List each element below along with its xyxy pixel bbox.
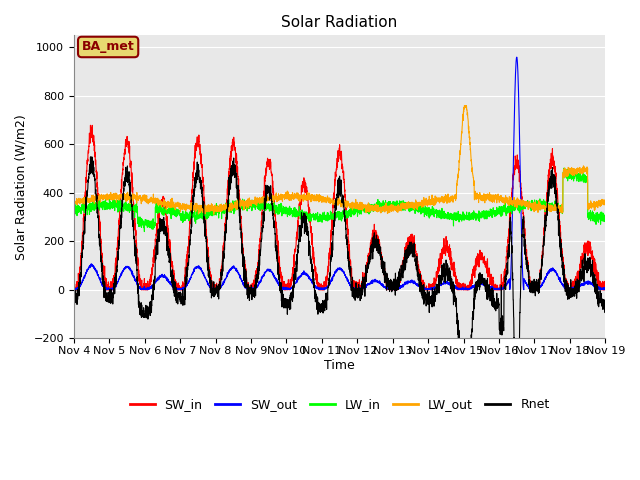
LW_out (392, 204, 399, 209)
SW_out (513, 54, 520, 60)
SW_in (86, 122, 94, 128)
Line: SW_out: SW_out (74, 57, 605, 290)
LW_in (602, 216, 609, 221)
Rnet (184, 260, 191, 265)
LW_out (461, 103, 468, 108)
LW_in (551, 198, 559, 204)
Rnet (461, 400, 468, 406)
LW_in (401, 203, 408, 209)
SW_in (70, 287, 78, 293)
Rnet (392, 292, 399, 298)
LW_out (218, 206, 226, 212)
Rnet (401, 258, 408, 264)
SW_in (184, 244, 192, 250)
Legend: SW_in, SW_out, LW_in, LW_out, Rnet: SW_in, SW_out, LW_in, LW_out, Rnet (125, 393, 554, 416)
LW_out (602, 199, 609, 205)
SW_out (401, 281, 408, 287)
Line: LW_in: LW_in (74, 168, 605, 232)
Rnet (551, 188, 559, 194)
LW_out (210, 211, 218, 217)
Rnet (70, 301, 77, 307)
Line: Rnet: Rnet (74, 157, 605, 403)
LW_out (602, 202, 609, 208)
Y-axis label: Solar Radiation (W/m2): Solar Radiation (W/m2) (15, 114, 28, 260)
LW_in (560, 165, 568, 171)
LW_out (184, 203, 191, 208)
SW_in (70, 285, 77, 291)
Line: SW_in: SW_in (74, 125, 605, 290)
LW_in (602, 214, 609, 220)
Rnet (218, 265, 226, 271)
SW_in (401, 251, 408, 256)
SW_out (392, 287, 399, 292)
Rnet (602, 303, 609, 309)
SW_out (70, 287, 78, 293)
SW_out (551, 268, 559, 274)
LW_in (392, 207, 399, 213)
SW_in (602, 286, 609, 291)
LW_out (551, 202, 559, 207)
SW_out (218, 282, 226, 288)
SW_out (184, 280, 191, 286)
Rnet (602, 300, 609, 305)
Rnet (88, 154, 95, 160)
LW_out (70, 197, 77, 203)
SW_in (219, 256, 227, 262)
SW_in (392, 279, 399, 285)
LW_out (401, 202, 408, 207)
LW_in (184, 212, 191, 218)
LW_in (70, 212, 77, 217)
SW_in (551, 164, 559, 169)
Line: LW_out: LW_out (74, 106, 605, 214)
SW_out (70, 287, 77, 292)
LW_in (218, 207, 226, 213)
Text: BA_met: BA_met (82, 40, 134, 53)
Title: Solar Radiation: Solar Radiation (282, 15, 397, 30)
X-axis label: Time: Time (324, 359, 355, 372)
SW_out (602, 286, 609, 291)
SW_in (602, 287, 609, 293)
LW_in (141, 229, 148, 235)
SW_out (602, 287, 609, 292)
